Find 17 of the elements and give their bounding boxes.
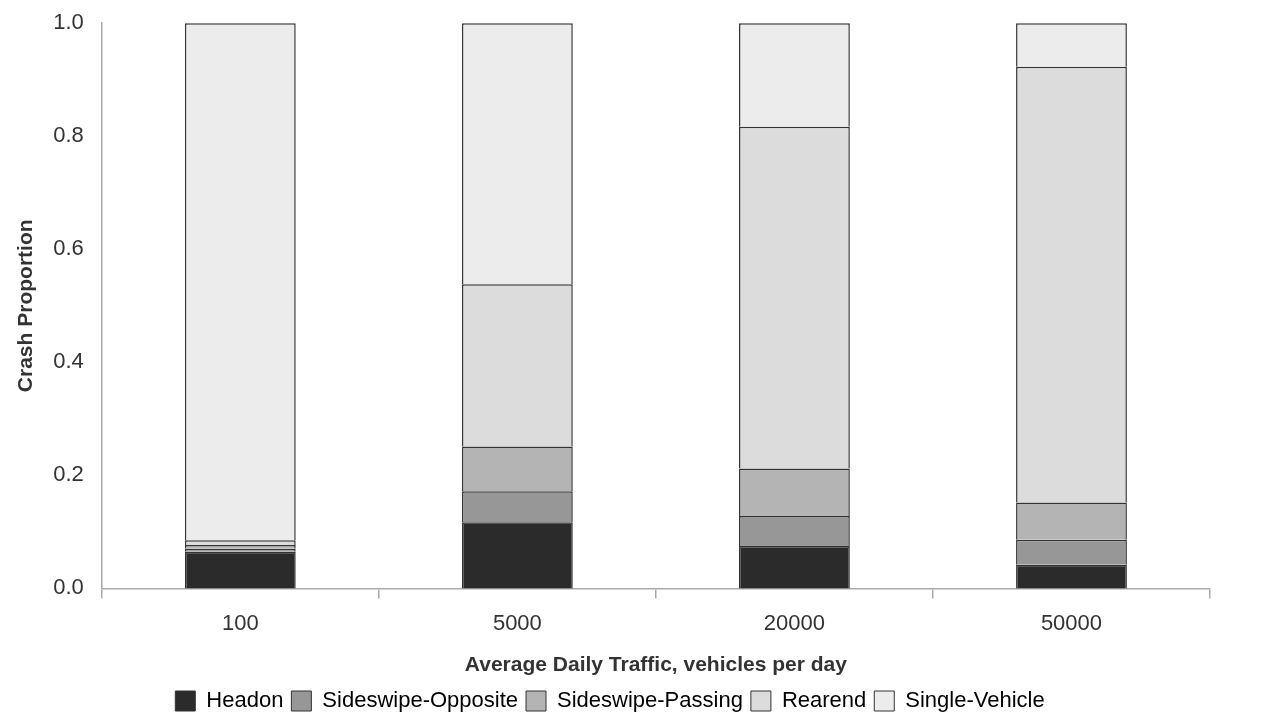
y-tick-label: 0.0 <box>53 574 84 600</box>
y-tick-label: 0.2 <box>53 461 84 487</box>
y-tick-label: 0.4 <box>53 348 84 374</box>
x-tick-label: 20000 <box>763 609 826 635</box>
y-tick-label: 0.6 <box>53 235 84 261</box>
legend-label: Sideswipe-Passing <box>557 687 743 713</box>
legend-label: Sideswipe-Opposite <box>322 687 519 713</box>
y-tick-label: 0.8 <box>53 122 84 148</box>
x-tick-label: 100 <box>221 609 259 635</box>
legend-label: Rearend <box>781 687 867 713</box>
x-tick-label: 5000 <box>492 609 542 635</box>
legend-label: Single-Vehicle <box>905 687 1045 713</box>
x-tick-label: 50000 <box>1040 609 1103 635</box>
y-tick-label: 1.0 <box>53 9 84 35</box>
x-axis-title: Average Daily Traffic, vehicles per day <box>464 652 848 676</box>
legend-label: Headon <box>206 687 284 713</box>
y-axis-title: Crash Proportion <box>13 219 37 393</box>
